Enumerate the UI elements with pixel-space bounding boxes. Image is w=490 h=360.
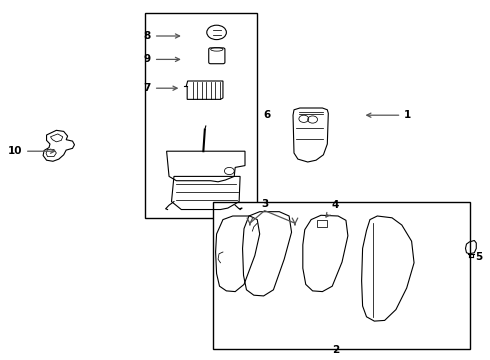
- Text: 1: 1: [367, 110, 412, 120]
- Bar: [145, 13, 257, 218]
- Text: 9: 9: [144, 54, 179, 64]
- Text: 7: 7: [144, 83, 177, 93]
- Text: 4: 4: [326, 199, 340, 217]
- Text: 2: 2: [332, 345, 339, 355]
- Text: 10: 10: [7, 146, 54, 156]
- Text: 6: 6: [264, 110, 271, 120]
- Bar: [317, 220, 327, 227]
- Text: 8: 8: [144, 31, 179, 41]
- Bar: [213, 202, 470, 349]
- Text: 3: 3: [261, 199, 268, 209]
- Text: 5: 5: [475, 252, 483, 262]
